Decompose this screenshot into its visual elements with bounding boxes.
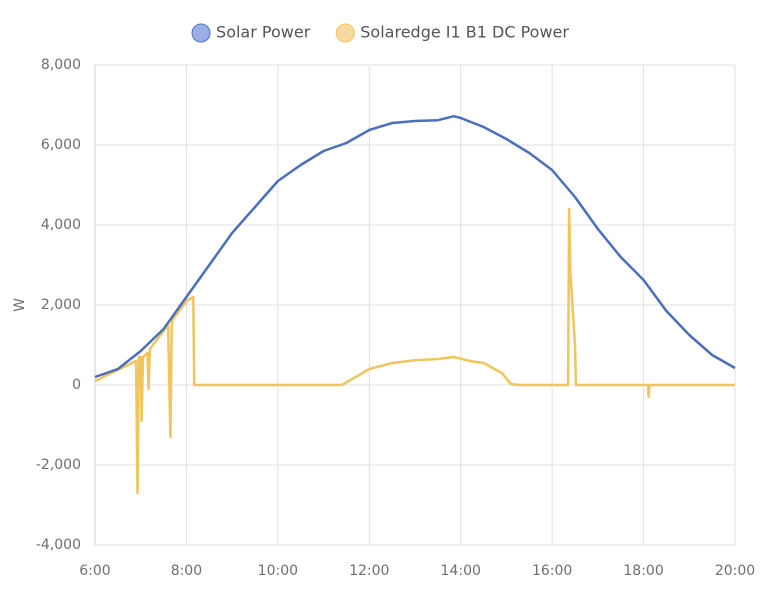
data-line xyxy=(94,207,735,495)
x-tick-label: 10:00 xyxy=(258,563,298,579)
x-tick-label: 6:00 xyxy=(79,563,110,579)
x-tick-label: 8:00 xyxy=(171,563,202,579)
x-tick-label: 14:00 xyxy=(441,563,481,579)
legend-item[interactable]: Solar Power xyxy=(191,23,311,43)
y-axis-label: W xyxy=(12,298,28,312)
data-line xyxy=(94,114,736,379)
legend: Solar Power Solaredge I1 B1 DC Power xyxy=(191,23,569,43)
legend-label: Solaredge I1 B1 DC Power xyxy=(360,23,569,42)
x-tick-label: 20:00 xyxy=(715,563,755,579)
x-tick-label: 16:00 xyxy=(532,563,572,579)
x-tick-label: 18:00 xyxy=(623,563,663,579)
legend-swatch xyxy=(335,23,355,43)
y-tick-label: -4,000 xyxy=(36,537,81,553)
y-tick-label: 8,000 xyxy=(41,57,81,73)
y-tick-label: 0 xyxy=(72,377,81,393)
legend-swatch xyxy=(191,23,211,43)
legend-item[interactable]: Solaredge I1 B1 DC Power xyxy=(335,23,569,43)
y-tick-label: 4,000 xyxy=(41,217,81,233)
y-tick-label: -2,000 xyxy=(36,457,81,473)
x-tick-label: 12:00 xyxy=(349,563,389,579)
y-tick-label: 6,000 xyxy=(41,137,81,153)
y-tick-label: 2,000 xyxy=(41,297,81,313)
legend-label: Solar Power xyxy=(216,23,311,42)
